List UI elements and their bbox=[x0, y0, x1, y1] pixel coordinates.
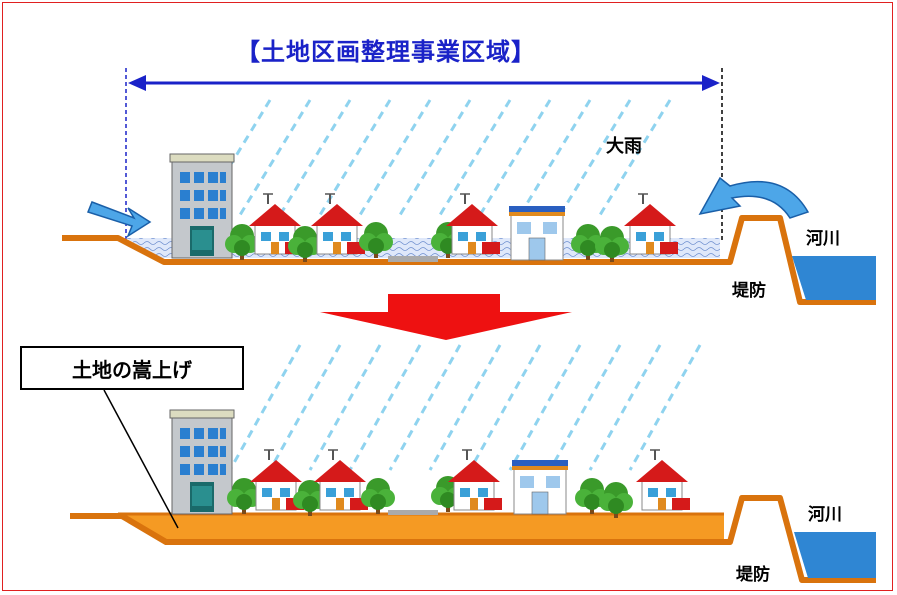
heavy-rain-label: 大雨 bbox=[606, 136, 642, 157]
river-water-top bbox=[792, 256, 876, 300]
inflow-arrow-icon bbox=[87, 201, 152, 238]
down-arrow-icon bbox=[320, 294, 572, 340]
raised-ground-body bbox=[122, 514, 724, 540]
shop-icon bbox=[508, 205, 566, 261]
river-overflow-arrow-icon bbox=[698, 176, 810, 219]
river-water-bottom bbox=[794, 532, 876, 578]
rain-bottom bbox=[228, 344, 702, 471]
house-icon bbox=[635, 449, 691, 511]
river-label-top: 河川 bbox=[806, 229, 840, 249]
land-raising-callout: 土地の嵩上げ bbox=[20, 346, 244, 390]
house-icon bbox=[310, 193, 366, 255]
levee-label-top: 堤防 bbox=[732, 281, 766, 301]
rain-top bbox=[198, 99, 672, 216]
river-label-bottom: 河川 bbox=[808, 505, 842, 525]
road bbox=[388, 256, 438, 262]
callout-leader-line bbox=[103, 389, 179, 529]
house-icon bbox=[623, 193, 679, 255]
house-icon bbox=[445, 193, 501, 255]
project-area-title: 【土地区画整理事業区域】 bbox=[236, 38, 536, 66]
shop-icon bbox=[511, 459, 569, 515]
house-icon bbox=[313, 449, 369, 511]
project-extent-arrow bbox=[125, 68, 723, 240]
building-icon bbox=[169, 153, 235, 259]
road bbox=[388, 510, 438, 515]
building-icon bbox=[169, 409, 235, 515]
levee-label-bottom: 堤防 bbox=[736, 565, 770, 585]
ground-line-bottom bbox=[70, 495, 876, 583]
ground-line-top bbox=[62, 215, 876, 305]
